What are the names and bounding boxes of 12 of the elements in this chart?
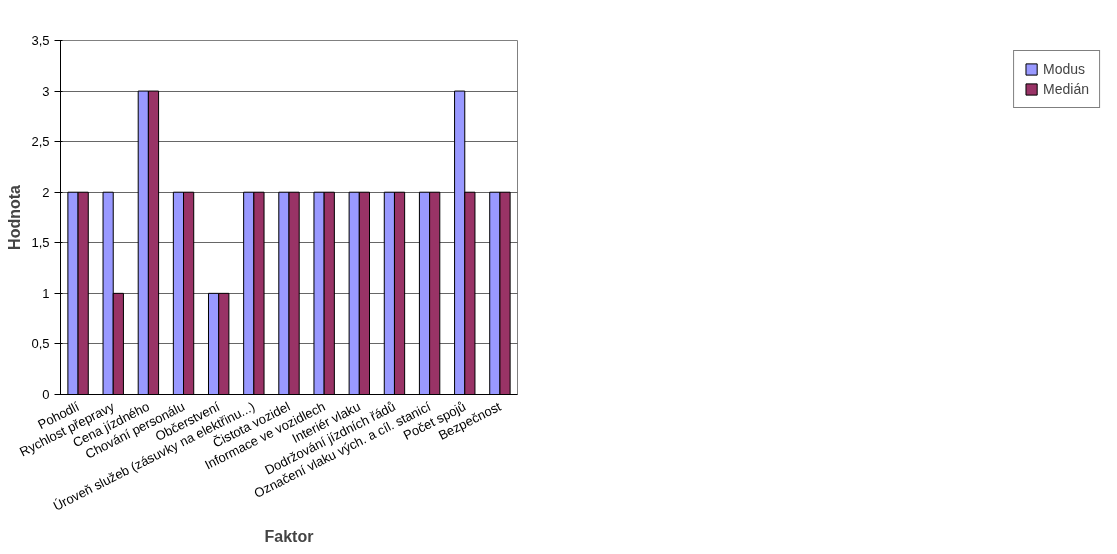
legend-label: Modus (1043, 61, 1086, 77)
y-tick-label: 1,5 (31, 235, 50, 251)
x-axis-title: Faktor (264, 528, 314, 546)
y-tick-label: 2 (42, 184, 50, 200)
y-tick-label: 3 (42, 83, 50, 99)
y-tick-label: 2,5 (31, 134, 50, 150)
y-tick-label: 1 (42, 285, 50, 301)
y-axis-title: Hodnota (6, 184, 24, 250)
y-tick-label: 3,5 (31, 33, 50, 48)
legend-label: Medián (1043, 81, 1089, 97)
y-tick-label: 0 (42, 387, 50, 402)
y-tick-label: 0,5 (31, 336, 50, 352)
